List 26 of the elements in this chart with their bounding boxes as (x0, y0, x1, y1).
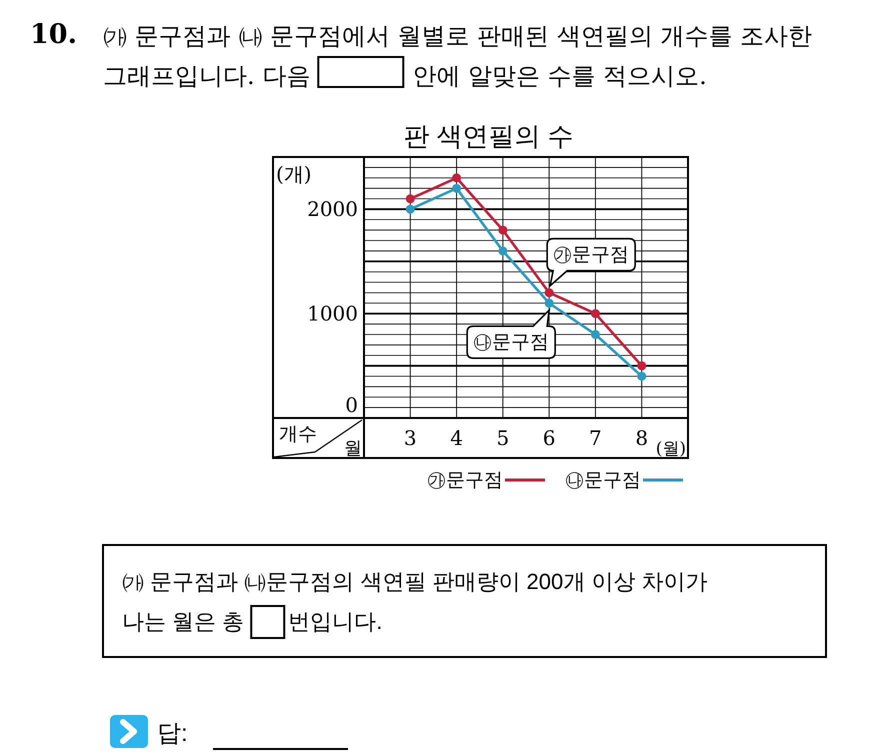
text: 안에 알맞은 수를 적으시오. (412, 62, 707, 90)
text: 번입니다. (288, 609, 382, 634)
y-tick-label: 1000 (307, 302, 358, 326)
legend-label: ㉯문구점 (565, 469, 641, 491)
x-tick-label: 7 (589, 426, 602, 450)
x-tick-label: 3 (404, 426, 417, 450)
text: ㈎ 문구점과 ㈏문구점의 색연필 판매량이 200개 이상 차이가 (122, 569, 708, 594)
x-tick-label: 8 (635, 426, 648, 450)
x-axis-title: (월) (656, 439, 686, 459)
text: ㈎ 문구점과 ㈏ 문구점에서 월별로 판매된 색연필의 개수를 조사한 (103, 22, 812, 50)
y-tick-label: 2000 (307, 197, 358, 222)
text: 월 (344, 438, 362, 459)
y-tick-label: 0 (345, 393, 358, 417)
annotation: ㉯문구점 (473, 331, 550, 354)
chart-title: 판 색연필의 수 (403, 121, 574, 151)
x-tick-label: 5 (496, 426, 510, 450)
text: 답: (157, 720, 188, 747)
x-tick-label: 4 (450, 426, 463, 450)
y-axis-title: (개) (276, 162, 312, 186)
annotation: ㉮문구점 (553, 244, 630, 266)
text: 나는 월은 총 (122, 609, 244, 634)
legend-label: ㉮문구점 (427, 469, 503, 491)
text: 그래프입니다. 다음 (103, 62, 310, 90)
x-tick-label: 6 (542, 426, 556, 450)
text: 개수 (279, 423, 317, 445)
text: 10. (30, 19, 77, 50)
